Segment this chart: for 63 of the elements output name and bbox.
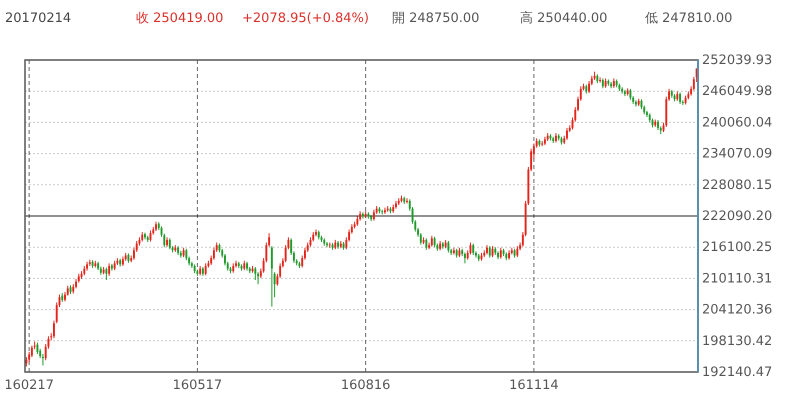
y-tick-label: 192140.47 (702, 365, 772, 380)
candlestick (105, 267, 108, 281)
candlestick (516, 246, 518, 258)
candlestick (372, 209, 375, 222)
y-tick-label: 228080.15 (702, 178, 772, 193)
y-tick-label: 246049.98 (702, 84, 772, 100)
text: 低 247810.00 (645, 11, 732, 26)
x-tick-label: 161114 (509, 378, 559, 393)
text: 開 248750.00 (392, 11, 480, 26)
candlestick (270, 246, 273, 308)
candlestick (155, 221, 157, 232)
candlestick (566, 127, 568, 140)
candlestick (199, 265, 202, 276)
candlestick (604, 78, 607, 88)
candlestick (629, 88, 632, 100)
candlestick (508, 250, 510, 260)
candlestick (464, 252, 466, 264)
candlestick (108, 262, 110, 276)
candlestick (439, 240, 442, 251)
candlestick (127, 252, 130, 264)
candlestick (182, 247, 185, 258)
x-tick-label: 160517 (172, 378, 222, 393)
candlestick (122, 256, 124, 266)
candlestick (486, 244, 488, 255)
candlestick (554, 132, 557, 144)
y-tick-label: 240060.04 (702, 115, 772, 130)
candlestick (83, 265, 86, 276)
candlestick (472, 243, 474, 256)
candlestick (114, 260, 116, 271)
candlestick (166, 236, 168, 248)
candlestick (430, 235, 433, 248)
text: 高 250440.00 (520, 10, 608, 26)
candlestick (447, 240, 450, 253)
candlestick (458, 247, 460, 258)
candlestick (657, 120, 659, 131)
candlestick (334, 239, 336, 250)
candlestick (612, 78, 615, 88)
y-tick-label: 204120.36 (702, 302, 772, 318)
y-tick-label: 252039.93 (702, 53, 772, 68)
candlestick (500, 247, 502, 260)
text: 收 250419.00 (136, 11, 224, 26)
candlestick (356, 216, 358, 226)
candlestick (254, 266, 256, 281)
chart-title: 20170214 (5, 11, 72, 26)
candlestick (36, 342, 38, 354)
candlestick (602, 78, 604, 89)
candlestick (492, 246, 494, 258)
candlestick (42, 353, 44, 366)
y-tick-label: 216100.25 (702, 240, 772, 256)
candlestick (676, 90, 678, 102)
candlestick (434, 236, 436, 248)
y-tick-label: 198130.42 (702, 334, 772, 349)
candlestick (425, 238, 428, 250)
text: +2078.95(+0.84%) (242, 11, 369, 26)
candlestick (679, 92, 682, 104)
x-tick-label: 160816 (340, 378, 390, 393)
y-tick-label: 222090.20 (702, 209, 772, 224)
y-tick-label: 234070.09 (702, 146, 772, 162)
y-tick-label: 210110.31 (702, 271, 772, 286)
candlestick (168, 238, 171, 250)
candlestick (204, 262, 207, 276)
x-tick-label: 160217 (4, 378, 54, 393)
candlestick (150, 230, 152, 242)
